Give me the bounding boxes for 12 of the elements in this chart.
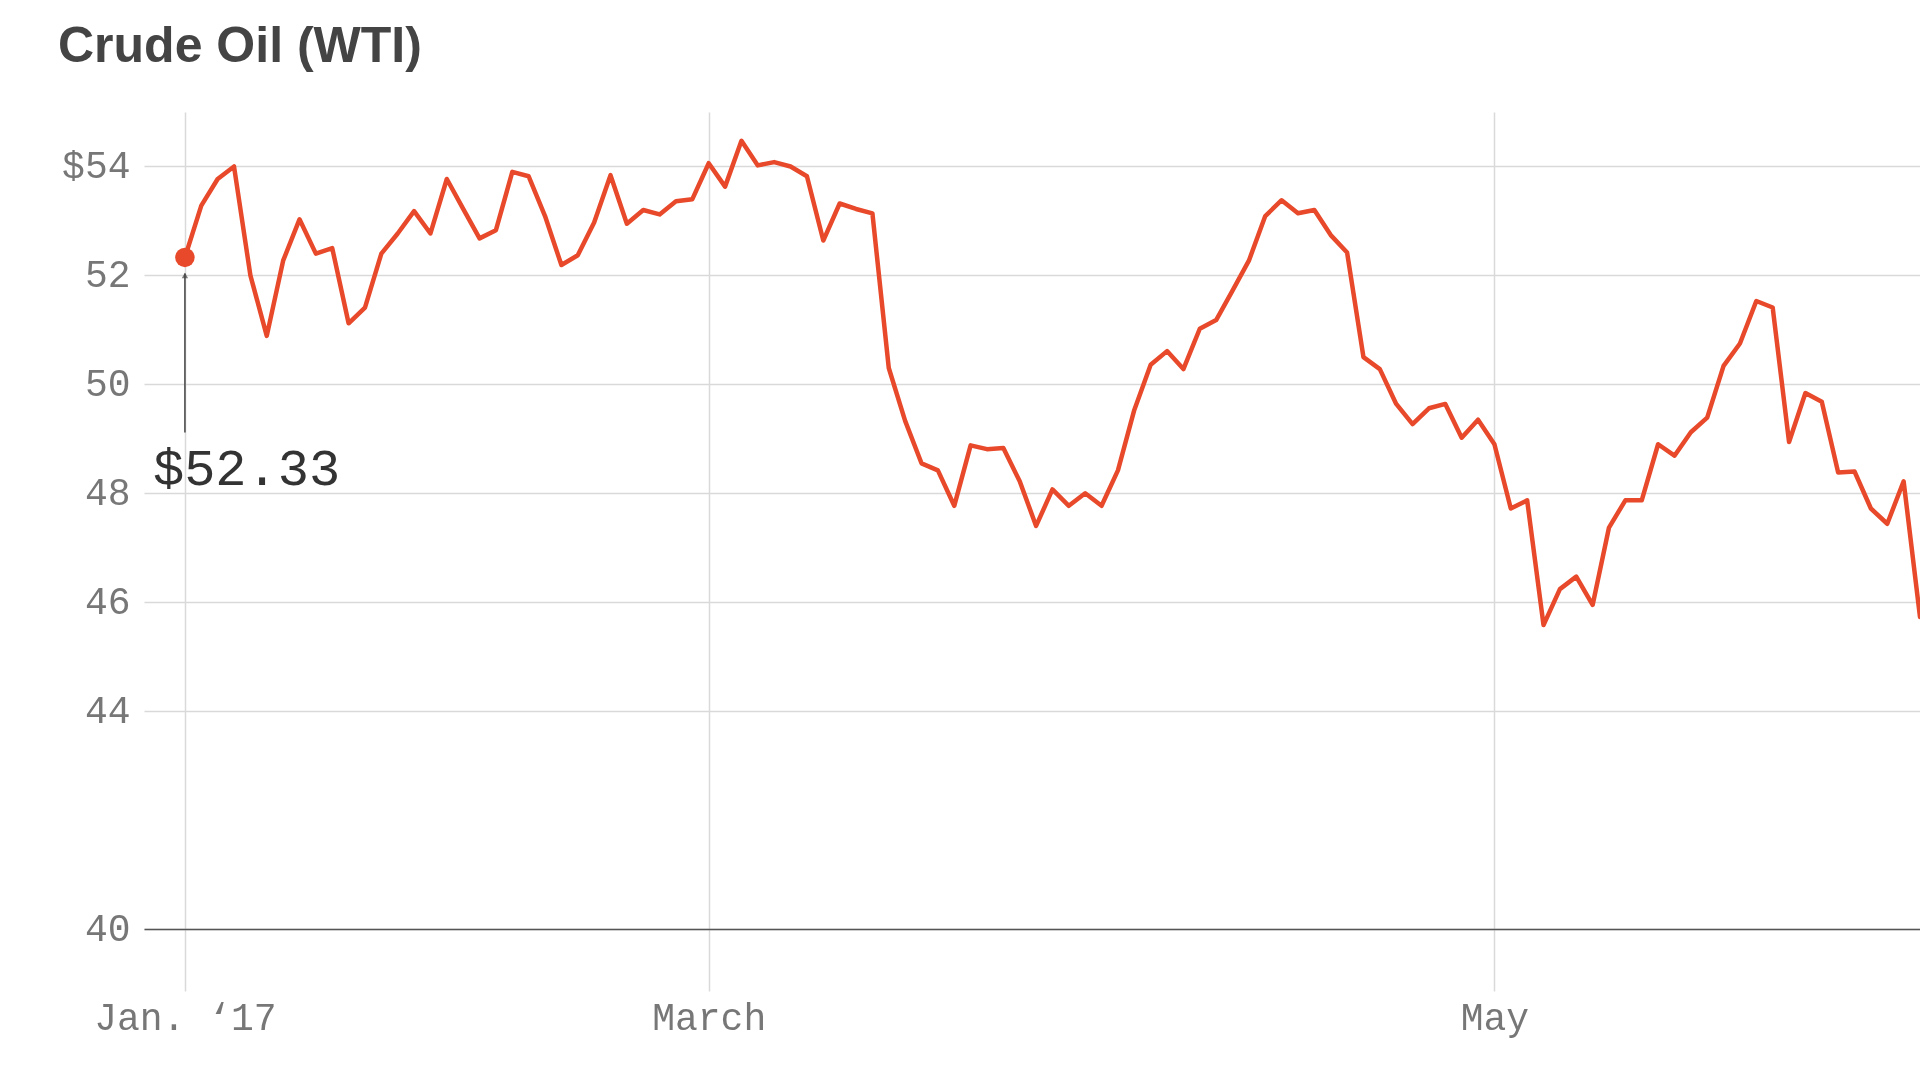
y-tick-label: 44 bbox=[84, 690, 131, 734]
x-tick-label: May bbox=[1460, 997, 1530, 1041]
x-tick-label: March bbox=[652, 997, 767, 1041]
chart-title: Crude Oil (WTI) bbox=[58, 17, 422, 73]
x-tick-label: Jan. ‘17 bbox=[94, 997, 277, 1041]
y-tick-label: 48 bbox=[84, 472, 131, 516]
y-tick-label: 40 bbox=[84, 908, 131, 952]
y-tick-label: $54 bbox=[62, 145, 131, 189]
annotation: $52.33 bbox=[152, 442, 341, 502]
y-tick-label: 46 bbox=[84, 581, 131, 625]
y-tick-label: 52 bbox=[84, 254, 131, 298]
y-tick-label: 50 bbox=[84, 363, 131, 407]
